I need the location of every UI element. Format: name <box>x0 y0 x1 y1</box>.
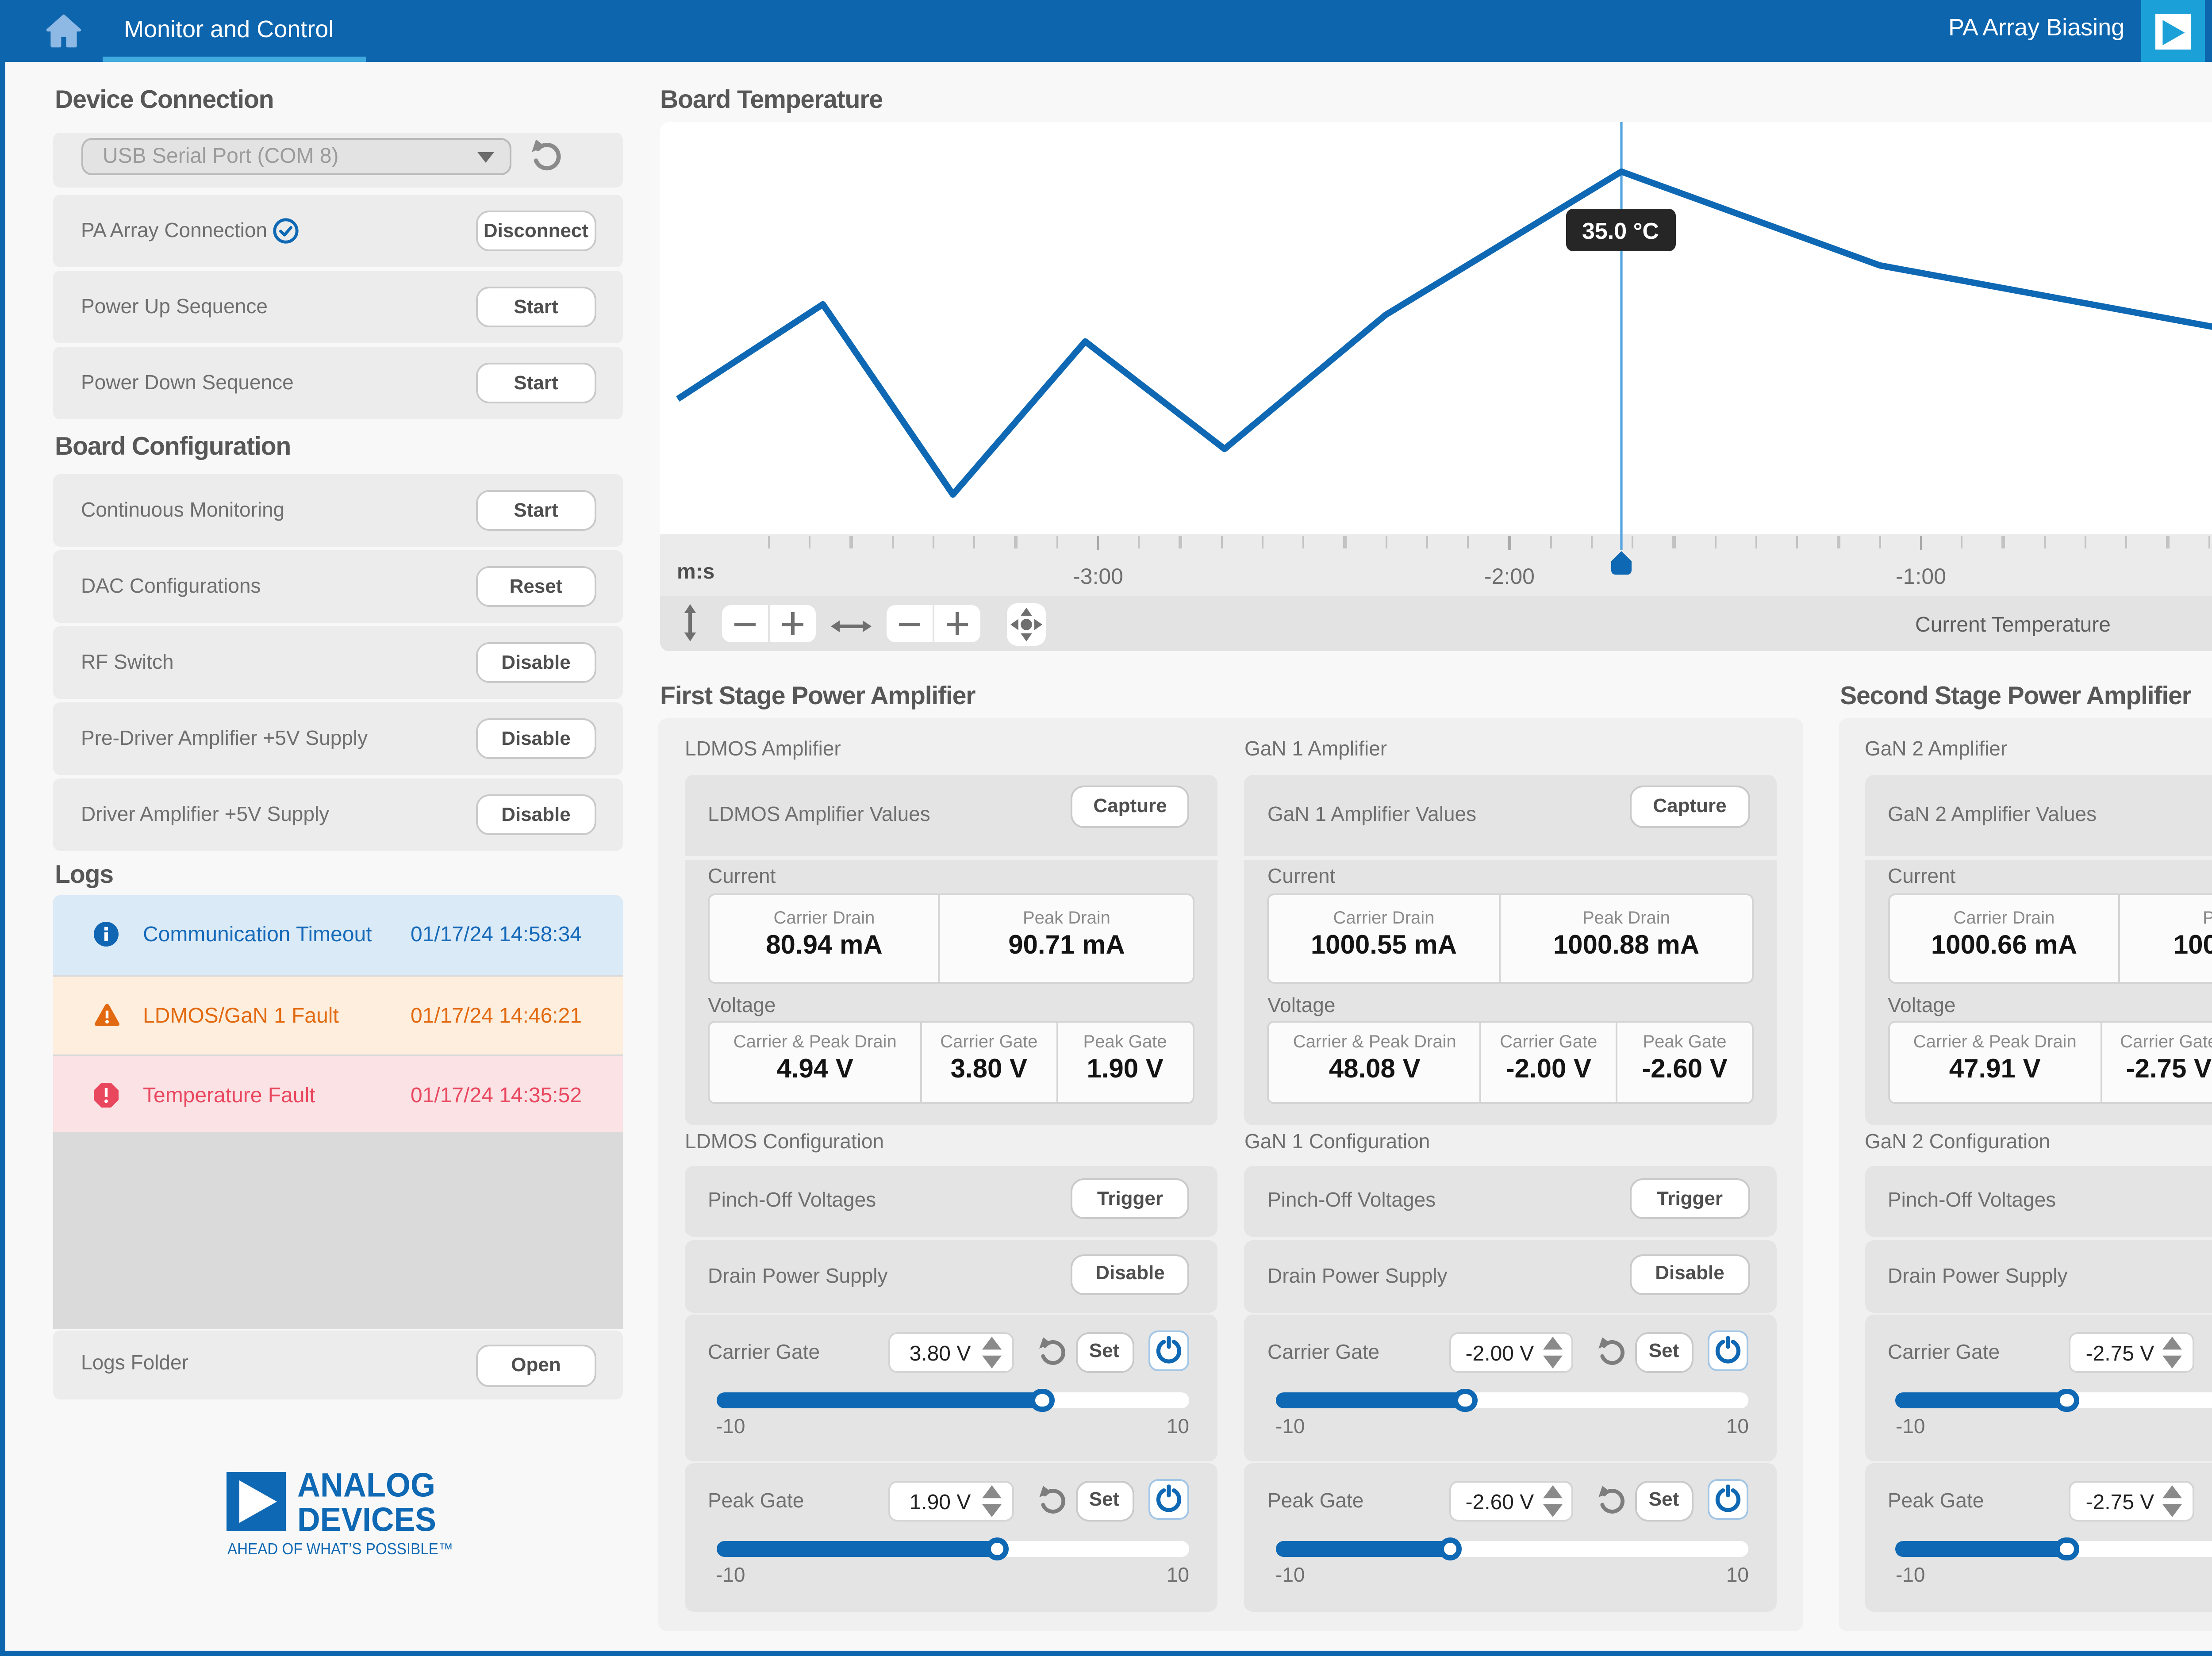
svg-text:ANALOG: ANALOG <box>297 1471 435 1503</box>
svg-text:AHEAD OF WHAT’S POSSIBLE™: AHEAD OF WHAT’S POSSIBLE™ <box>227 1539 453 1557</box>
svg-text:DEVICES: DEVICES <box>297 1500 436 1538</box>
